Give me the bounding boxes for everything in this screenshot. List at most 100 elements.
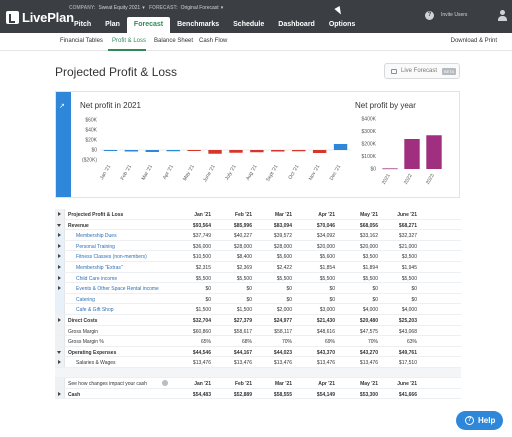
caret-right-icon[interactable] [58, 212, 61, 216]
net-profit-charts: Net profit in 2021 $60K $40K $20K $0 ($20K)Ja… [80, 101, 442, 186]
nav-pitch[interactable]: Pitch [74, 21, 92, 28]
caret-right-icon[interactable] [58, 317, 61, 322]
bar-3 [166, 150, 180, 152]
caret-right-icon[interactable] [58, 254, 61, 259]
table-row[interactable]: Salaries & Wages $13,476 $13,476 $13,476 $13… [55, 357, 461, 368]
row-label[interactable]: Catering [76, 296, 95, 303]
table-cell: $43,068 [398, 328, 417, 335]
column-header: June '21 [397, 212, 417, 218]
table-cell: $54,483 [192, 391, 211, 398]
row-label[interactable]: Personal Training [76, 243, 115, 250]
caret-right-icon[interactable] [58, 391, 61, 396]
nav-forecast[interactable]: Forecast [126, 17, 171, 33]
table-cell: $32,327 [398, 233, 417, 240]
y-tick-label: $300K [362, 129, 377, 135]
live-forecast-button[interactable]: Live Forecast BETA [384, 63, 460, 79]
cash-header-row[interactable]: See how changes impact your cash Jan '21 F… [55, 377, 461, 389]
bar-4 [187, 150, 201, 151]
year-bar-1 [404, 139, 420, 169]
caret-down-icon[interactable] [57, 223, 61, 227]
tab-financial-tables[interactable]: Financial Tables [60, 38, 103, 44]
forecast-selector[interactable]: FORECAST: Original Forecast ▾ [149, 5, 223, 11]
row-label[interactable]: Membership Dues [76, 233, 117, 240]
table-row[interactable]: Direct Costs $32,704 $27,379 $24,977 $21,430… [55, 314, 461, 326]
table-cell: $13,476 [316, 360, 335, 367]
bar-10 [312, 150, 327, 153]
question-icon[interactable]: ? [425, 11, 434, 20]
table-row[interactable]: Gross Margin % 65% 68% 70% 69% 70% 63% [55, 336, 461, 347]
table-cell: $1,854 [319, 264, 335, 271]
table-row[interactable]: Cafe & Gift Shop $1,500 $1,500 $2,000 $3,000… [55, 304, 461, 315]
table-cell: $93,564 [192, 222, 211, 229]
nav-dashboard[interactable]: Dashboard [278, 21, 315, 28]
bar-7 [250, 150, 264, 153]
table-cell: $13,476 [192, 360, 211, 367]
table-cell: $85,996 [233, 222, 252, 229]
table-cell: 70% [367, 339, 378, 346]
row-label[interactable]: Child Care income [76, 275, 118, 282]
person-icon[interactable] [497, 10, 507, 21]
table-cell: $5,500 [195, 275, 211, 282]
liveplan-logo[interactable]: LivePlan [6, 8, 74, 26]
caret-down-icon[interactable] [57, 350, 61, 354]
caret-right-icon[interactable] [58, 286, 61, 291]
nav-plan[interactable]: Plan [105, 21, 120, 28]
caret-right-icon[interactable] [58, 233, 61, 238]
info-icon[interactable] [162, 379, 168, 386]
table-header-row[interactable]: Projected Profit & Loss Jan '21 Feb '21 Mar… [55, 209, 461, 220]
column-header: Feb '21 [234, 212, 252, 218]
table-cell: $83,094 [273, 222, 292, 229]
row-label: Operating Expenses [68, 349, 117, 356]
row-label: Cash [68, 391, 81, 398]
table-cell: $32,704 [192, 317, 211, 324]
row-label[interactable]: Events & Other Space Rental income [76, 286, 159, 293]
table-cell: 69% [324, 339, 335, 346]
table-row[interactable]: Events & Other Space Rental income $0 $0 $0… [55, 283, 461, 294]
table-cell: $44,023 [273, 349, 292, 356]
table-row[interactable]: Personal Training $36,000 $28,000 $28,000 $2… [55, 240, 461, 252]
table-cell: 68% [241, 339, 252, 346]
table-row[interactable]: Revenue $93,564 $85,996 $83,094 $70,046 $68,0… [55, 219, 461, 231]
caret-right-icon[interactable] [58, 243, 61, 248]
table-row[interactable]: Membership "Extras" $2,315 $2,369 $2,422 $1,… [55, 261, 461, 273]
row-gutter [55, 293, 65, 304]
chart-side-strip[interactable]: ↗ [56, 92, 71, 197]
tab-profit-loss[interactable]: Profit & Loss [112, 38, 147, 44]
nav-schedule[interactable]: Schedule [233, 21, 265, 28]
company-selector[interactable]: COMPANY: Sweat Equity 2021 ▾ [69, 5, 145, 11]
download-print-link[interactable]: Download & Print [450, 38, 497, 44]
table-cell: $5,600 [276, 254, 292, 261]
table-cell: $13,476 [273, 360, 292, 367]
table-cell: 70% [281, 339, 292, 346]
table-cell: $0 [411, 286, 417, 293]
table-cell: $28,000 [273, 243, 292, 250]
nav-benchmarks[interactable]: Benchmarks [177, 21, 220, 28]
table-cell: $60,860 [192, 328, 211, 335]
x-tick-label: Feb '21 [120, 164, 134, 181]
table-row[interactable]: Membership Dues $37,749 $40,227 $39,572 $34,… [55, 230, 461, 241]
table-row[interactable]: Catering $0 $0 $0 $0 $0 $0 [55, 293, 461, 305]
table-row[interactable]: Operating Expenses $44,546 $44,167 $44,023 $… [55, 346, 461, 358]
row-label[interactable]: Fitness Classes (non-members) [76, 254, 147, 261]
table-cell: $49,761 [398, 349, 417, 356]
table-cell: $4,000 [401, 307, 417, 314]
tab-balance-sheet[interactable]: Balance Sheet [154, 38, 194, 44]
invite-users-link[interactable]: Invite Users [441, 12, 468, 18]
caret-right-icon[interactable] [58, 360, 61, 365]
caret-right-icon[interactable] [58, 264, 61, 269]
table-row[interactable]: Fitness Classes (non-members) $10,500 $8,4… [55, 251, 461, 262]
cash-row[interactable]: Cash $54,483 $52,889 $58,555 $54,149 $53,300 $… [55, 388, 461, 400]
caret-right-icon[interactable] [58, 275, 61, 280]
table-cell: $5,500 [319, 275, 335, 282]
row-label[interactable]: Membership "Extras" [76, 264, 123, 271]
table-cell: $27,379 [233, 317, 252, 324]
row-label[interactable]: Cafe & Gift Shop [76, 307, 114, 314]
tab-cash-flow[interactable]: Cash Flow [199, 38, 228, 44]
table-row[interactable]: Gross Margin $60,860 $58,617 $58,117 $48,616… [55, 325, 461, 337]
table-row[interactable]: Child Care income $5,500 $5,500 $5,500 $5,50… [55, 272, 461, 284]
main-nav: Pitch Plan Forecast Benchmarks Schedule … [67, 17, 362, 33]
table-cell: $70,046 [316, 222, 335, 229]
table-cell: $3,000 [319, 307, 335, 314]
help-button[interactable]: ? Help [456, 411, 503, 430]
nav-options[interactable]: Options [328, 21, 356, 28]
